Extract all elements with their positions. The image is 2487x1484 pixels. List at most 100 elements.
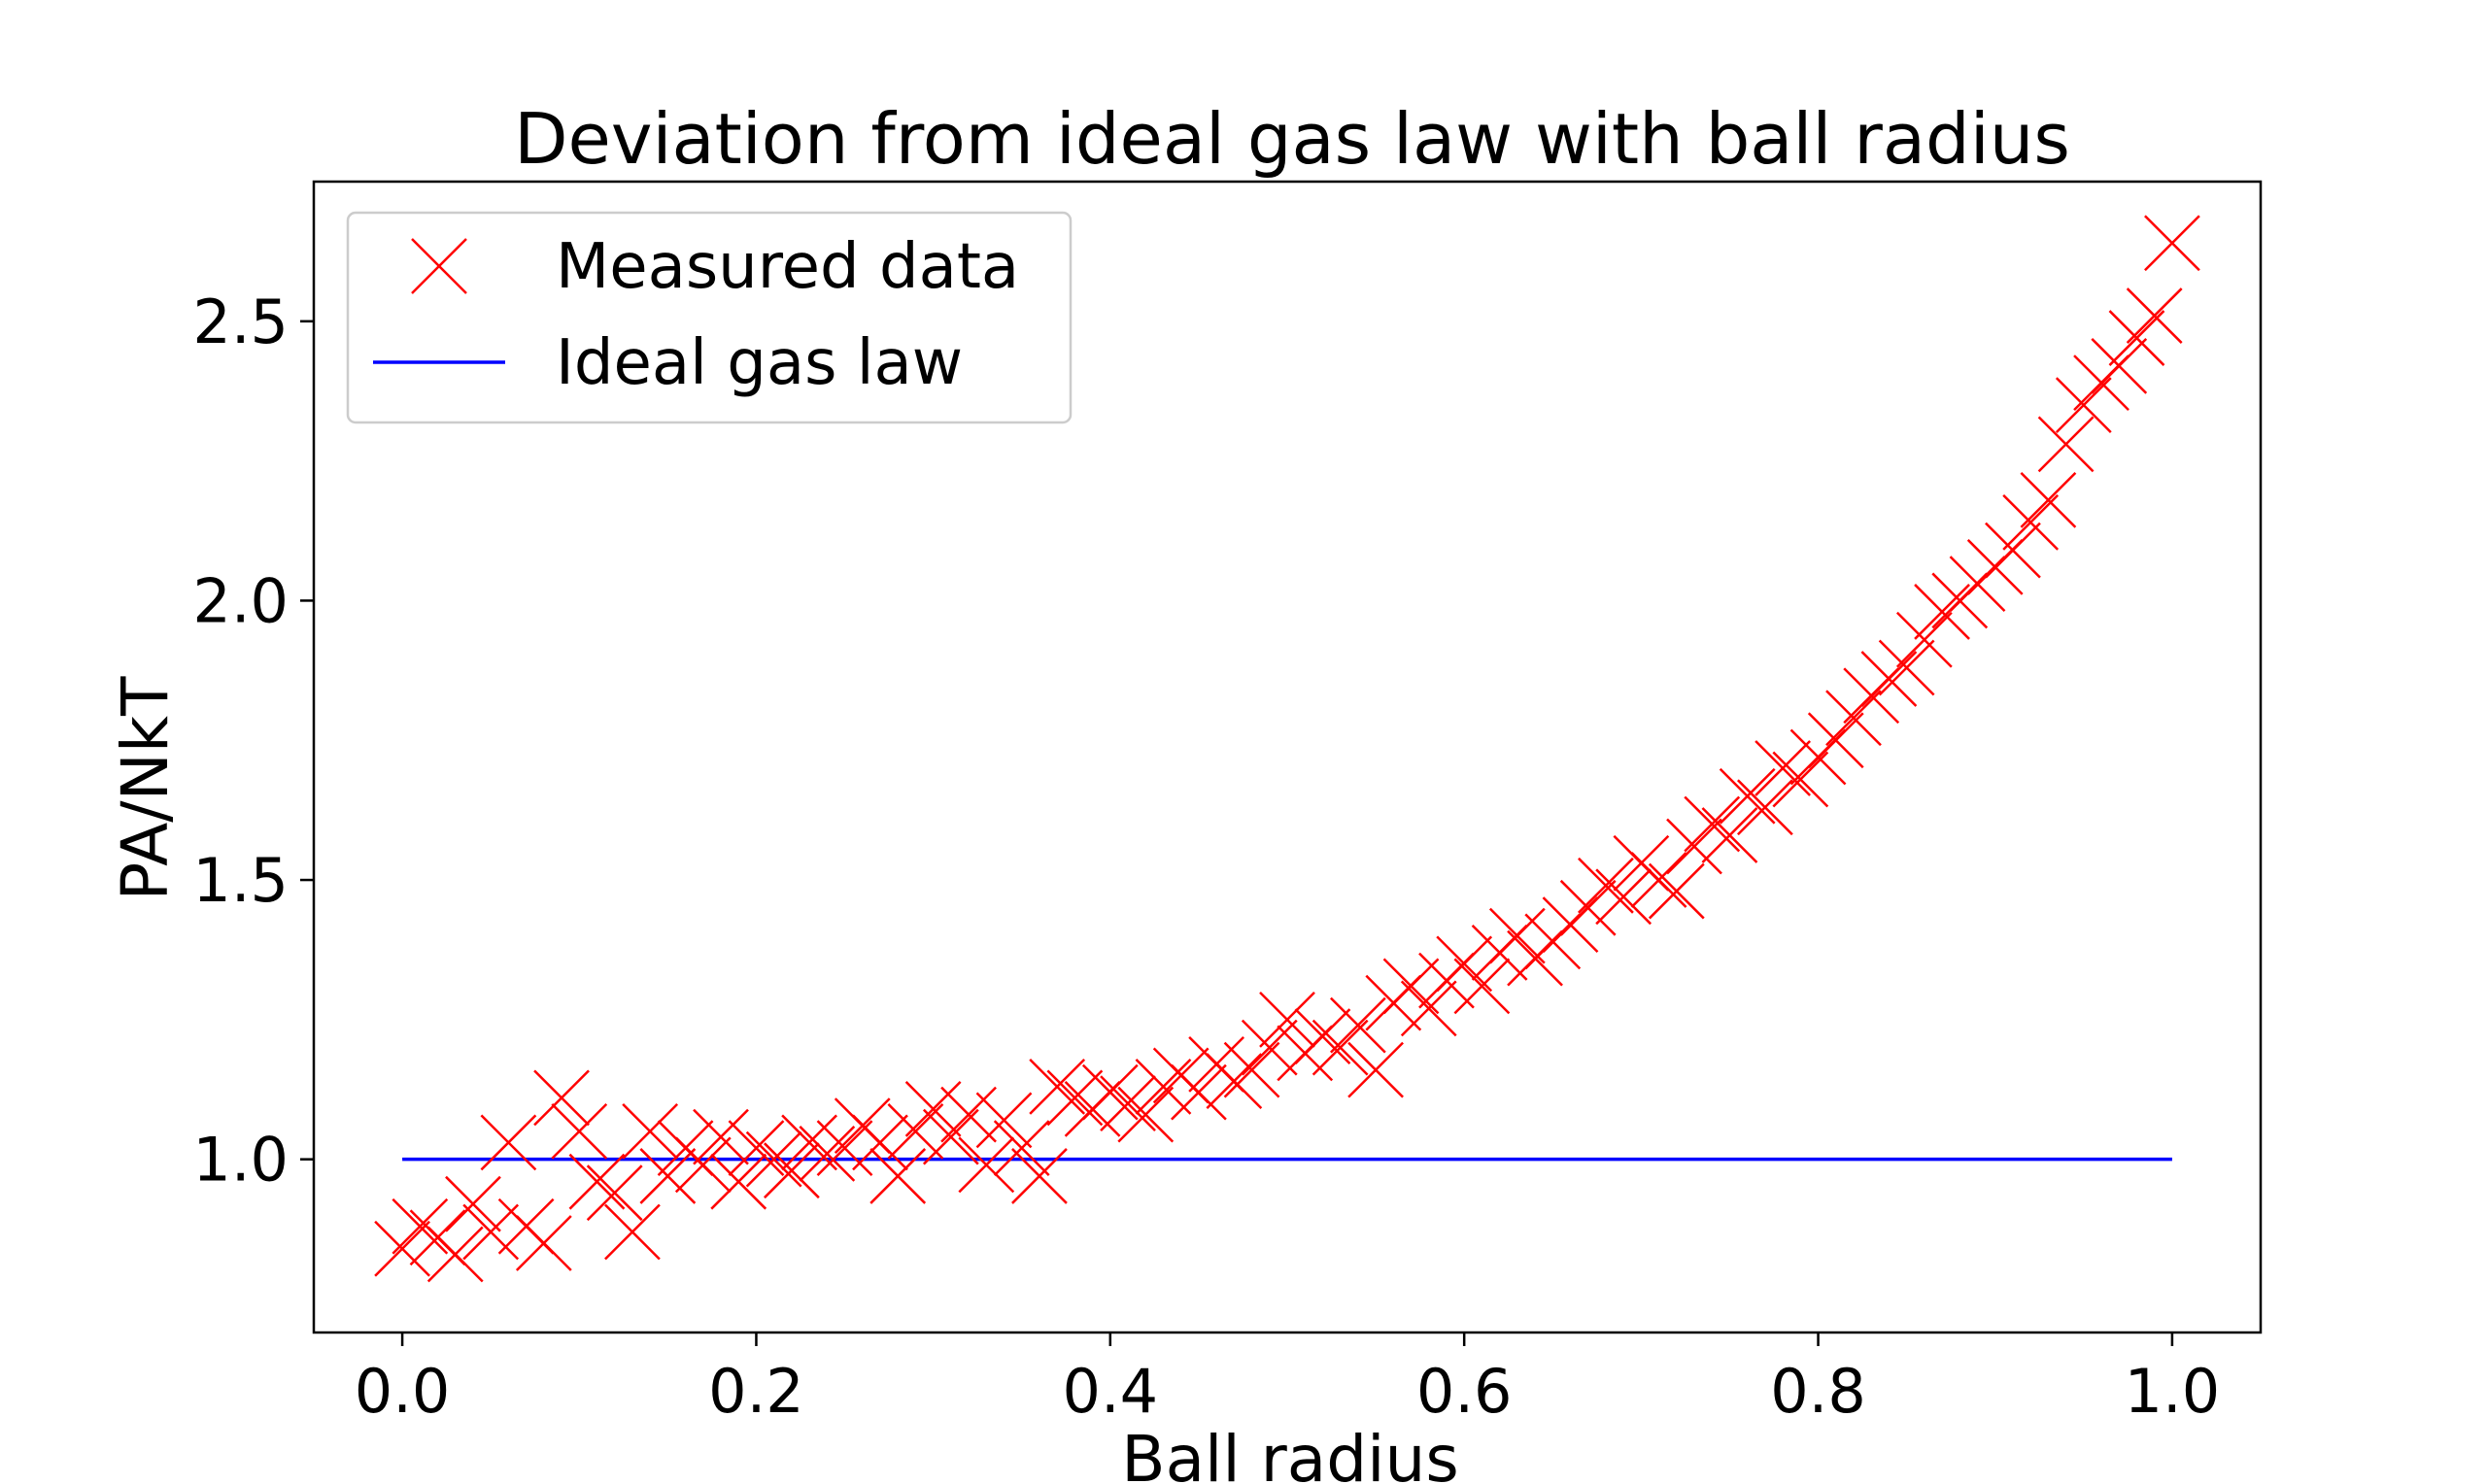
data-point (1684, 795, 1741, 853)
data-point (922, 1108, 979, 1165)
data-point (745, 1130, 802, 1188)
data-point (1029, 1059, 1086, 1115)
data-layer (374, 215, 2200, 1283)
data-point (2037, 416, 2095, 473)
data-point (993, 1120, 1050, 1177)
x-tick-label: 0.0 (355, 1356, 451, 1427)
data-point (445, 1175, 501, 1232)
data-point (1382, 958, 1440, 1015)
data-point (426, 1226, 484, 1283)
data-point (551, 1103, 608, 1160)
x-tick-label: 1.0 (2125, 1356, 2221, 1427)
data-point (1595, 868, 1652, 926)
x-tick-label: 0.6 (1416, 1356, 1513, 1427)
data-point (2126, 287, 2183, 344)
y-tick-label: 2.0 (192, 565, 289, 636)
data-point (1011, 1148, 1068, 1204)
data-point (1559, 879, 1617, 936)
data-point (1223, 1041, 1280, 1098)
data-point (639, 1148, 697, 1204)
data-point (1825, 690, 1882, 747)
data-point (764, 1142, 820, 1199)
data-point (1453, 958, 1511, 1015)
x-tick-label: 0.2 (708, 1356, 804, 1427)
data-point (799, 1126, 856, 1182)
y-tick-label: 2.5 (192, 287, 289, 357)
data-point (2055, 377, 2112, 433)
data-point (2020, 472, 2077, 528)
data-point (392, 1197, 449, 1255)
data-point (604, 1203, 661, 1261)
data-point (1878, 639, 1935, 696)
data-point (975, 1092, 1033, 1149)
data-point (568, 1153, 626, 1210)
data-point (622, 1103, 679, 1160)
data-point (2091, 337, 2148, 394)
data-point (1135, 1059, 1192, 1115)
data-point (2108, 310, 2165, 366)
legend-label-measured: Measured data (556, 231, 1019, 303)
data-point (1488, 907, 1546, 964)
data-point (1666, 818, 1722, 875)
data-point (1860, 651, 1918, 707)
data-point (1719, 767, 1776, 825)
data-point (1206, 1053, 1263, 1110)
data-point (887, 1103, 944, 1160)
y-tick-label: 1.0 (192, 1125, 289, 1196)
data-point (940, 1086, 997, 1143)
data-point (781, 1114, 837, 1171)
data-point (1329, 996, 1386, 1054)
data-point (710, 1153, 767, 1210)
y-axis-label: PA/NkT (108, 676, 183, 901)
data-point (1772, 751, 1829, 808)
data-point (1737, 779, 1793, 836)
data-point (1755, 740, 1811, 796)
data-point (515, 1215, 572, 1271)
data-point (1895, 611, 1953, 668)
data-point (533, 1069, 590, 1127)
data-point (1400, 980, 1457, 1037)
data-point (1259, 991, 1315, 1048)
data-point (1347, 1041, 1404, 1098)
x-tick-label: 0.4 (1063, 1356, 1159, 1427)
data-point (1630, 852, 1687, 908)
legend-box (346, 211, 1073, 424)
data-point (1914, 584, 1970, 640)
data-point (1807, 712, 1864, 769)
y-axis-ticks: 1.0 1.5 2.0 2.5 (192, 287, 314, 1196)
data-point (674, 1136, 732, 1194)
data-point (852, 1114, 908, 1171)
data-point (728, 1120, 785, 1177)
legend: Measured data Ideal gas law (346, 211, 1073, 424)
data-point (869, 1148, 927, 1204)
data-point (586, 1164, 643, 1222)
data-point (462, 1203, 520, 1261)
legend-marker-measured (411, 238, 467, 294)
data-point (2002, 494, 2060, 551)
x-axis-label: Ball radius (1121, 1422, 1458, 1484)
data-point (1241, 1019, 1298, 1076)
data-point (1436, 935, 1493, 993)
data-point (1171, 1063, 1227, 1121)
data-point (1985, 522, 2041, 579)
data-point (1117, 1086, 1175, 1143)
data-point (1046, 1069, 1104, 1127)
x-axis-ticks: 0.0 0.2 0.4 0.6 0.8 1.0 (355, 1332, 2220, 1427)
legend-label-ideal: Ideal gas law (556, 327, 963, 399)
data-point (2144, 215, 2200, 272)
data-point (1648, 862, 1705, 920)
data-point (1294, 1008, 1351, 1065)
x-tick-label: 0.8 (1770, 1356, 1866, 1427)
plot-frame (312, 180, 2263, 1334)
data-point (374, 1220, 430, 1277)
data-point (816, 1120, 873, 1177)
chart-title: Deviation from ideal gas law with ball r… (514, 98, 2070, 180)
y-tick-label: 1.5 (192, 845, 289, 916)
data-point (480, 1114, 537, 1171)
data-point (1578, 857, 1634, 914)
data-point (1081, 1063, 1139, 1121)
data-point (1701, 807, 1758, 863)
data-point (1312, 1019, 1369, 1076)
data-point (1100, 1075, 1156, 1132)
